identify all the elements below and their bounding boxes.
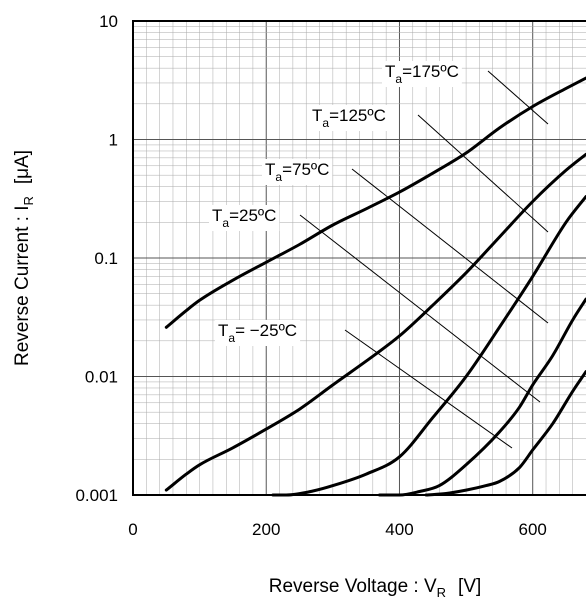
series-label-pre: T: [218, 321, 228, 340]
x-axis-label: Reverse Voltage : VR [V]: [269, 576, 482, 600]
series-label-bg-0: [382, 61, 462, 87]
series-label-pre: T: [312, 106, 322, 125]
series-line-3: [378, 297, 586, 497]
x-tick-label-1: 200: [252, 520, 280, 539]
series-line-1: [164, 152, 586, 492]
x-tick-label-0: 0: [128, 520, 137, 539]
series-label-bg-4: [215, 320, 301, 346]
y-tick-label-3: 1: [109, 131, 118, 150]
x-tick-label-3: 600: [519, 520, 547, 539]
label-leader-0: [487, 70, 549, 125]
series-label-1: Ta=125ºC: [312, 106, 386, 130]
series-line-0: [164, 76, 586, 329]
series-label-post: =125ºC: [329, 106, 386, 125]
series-label-sub: a: [322, 116, 329, 130]
series-label-sub: a: [275, 170, 282, 184]
series-label-sub: a: [228, 331, 235, 345]
y-tick-label-1: 0.01: [85, 368, 118, 387]
tick-labels: 0 200 400 600 0.001 0.01 0.1 1 10: [75, 12, 546, 539]
series-label-bg-2: [262, 159, 333, 185]
grid: [132, 20, 586, 496]
y-axis-label-sub: R: [21, 196, 36, 205]
series-label-bg-3: [209, 205, 280, 231]
y-tick-label-0: 0.001: [75, 486, 118, 505]
series-label-pre: T: [265, 160, 275, 179]
series-label-post: =75ºC: [282, 160, 329, 179]
y-tick-label-4: 10: [99, 12, 118, 31]
series-label-post: =175ºC: [402, 62, 459, 81]
series-label-pre: T: [212, 206, 222, 225]
series-label-post: = −25ºC: [235, 321, 297, 340]
series-label-2: Ta=75ºC: [265, 160, 329, 184]
series-label-sub: a: [395, 72, 402, 86]
series-label-4: Ta= −25ºC: [218, 321, 297, 345]
y-tick-label-2: 0.1: [94, 249, 118, 268]
y-axis-label-main: Reverse Current : I: [12, 206, 33, 367]
series-label-bg-1: [309, 105, 389, 131]
x-axis-label-unit: [V]: [458, 576, 481, 597]
series-line-4: [424, 370, 586, 497]
x-axis-label-sub: R: [437, 585, 446, 600]
label-leader-3: [299, 214, 541, 403]
series-label-post: =25ºC: [229, 206, 276, 225]
plot-frame: [132, 20, 586, 496]
series-label-sub: a: [222, 216, 229, 230]
label-leader-2: [351, 168, 549, 324]
series-label-3: Ta=25ºC: [212, 206, 276, 230]
series-label-pre: T: [385, 62, 395, 81]
y-axis-label-unit: [μA]: [12, 150, 33, 184]
label-leaders: [299, 70, 549, 449]
label-leader-4: [344, 329, 513, 449]
curves: [164, 76, 586, 497]
label-leader-1: [417, 114, 549, 233]
x-tick-label-2: 400: [385, 520, 413, 539]
series-line-2: [271, 195, 586, 497]
y-axis-label: Reverse Current : IR [μA]: [12, 150, 36, 366]
series-label-0: Ta=175ºC: [385, 62, 459, 86]
x-axis-label-main: Reverse Voltage : V: [269, 576, 437, 597]
